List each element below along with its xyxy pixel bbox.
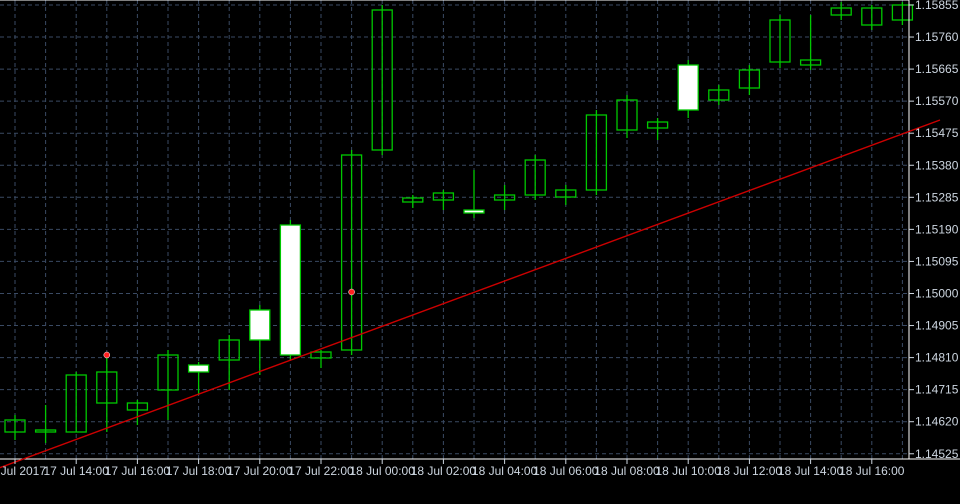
svg-text:18 Jul 04:00: 18 Jul 04:00: [472, 464, 538, 478]
svg-text:1.15000: 1.15000: [915, 286, 959, 300]
svg-text:17 Jul 22:00: 17 Jul 22:00: [288, 464, 354, 478]
svg-text:18 Jul 14:00: 18 Jul 14:00: [778, 464, 844, 478]
svg-text:17 Jul 16:00: 17 Jul 16:00: [105, 464, 171, 478]
svg-text:17 Jul 18:00: 17 Jul 18:00: [166, 464, 232, 478]
svg-text:1.15855: 1.15855: [915, 0, 959, 12]
svg-text:17 Jul 20:00: 17 Jul 20:00: [227, 464, 293, 478]
svg-text:1.14525: 1.14525: [915, 447, 959, 461]
svg-text:17 Jul 2017: 17 Jul 2017: [0, 464, 46, 478]
svg-text:1.15190: 1.15190: [915, 222, 959, 236]
svg-text:1.15760: 1.15760: [915, 30, 959, 44]
svg-text:1.15095: 1.15095: [915, 254, 959, 268]
svg-text:18 Jul 08:00: 18 Jul 08:00: [594, 464, 660, 478]
svg-text:18 Jul 06:00: 18 Jul 06:00: [533, 464, 599, 478]
svg-text:1.15665: 1.15665: [915, 62, 959, 76]
svg-text:1.15380: 1.15380: [915, 158, 959, 172]
svg-text:1.15570: 1.15570: [915, 94, 959, 108]
svg-text:1.14620: 1.14620: [915, 415, 959, 429]
svg-text:1.15285: 1.15285: [915, 190, 959, 204]
svg-text:1.15475: 1.15475: [915, 126, 959, 140]
svg-text:1.14810: 1.14810: [915, 351, 959, 365]
svg-text:18 Jul 16:00: 18 Jul 16:00: [839, 464, 905, 478]
svg-text:18 Jul 00:00: 18 Jul 00:00: [350, 464, 416, 478]
svg-text:1.14715: 1.14715: [915, 383, 959, 397]
svg-text:18 Jul 10:00: 18 Jul 10:00: [656, 464, 722, 478]
svg-text:18 Jul 02:00: 18 Jul 02:00: [411, 464, 477, 478]
svg-text:1.14905: 1.14905: [915, 319, 959, 333]
svg-text:17 Jul 14:00: 17 Jul 14:00: [44, 464, 110, 478]
svg-text:18 Jul 12:00: 18 Jul 12:00: [717, 464, 783, 478]
